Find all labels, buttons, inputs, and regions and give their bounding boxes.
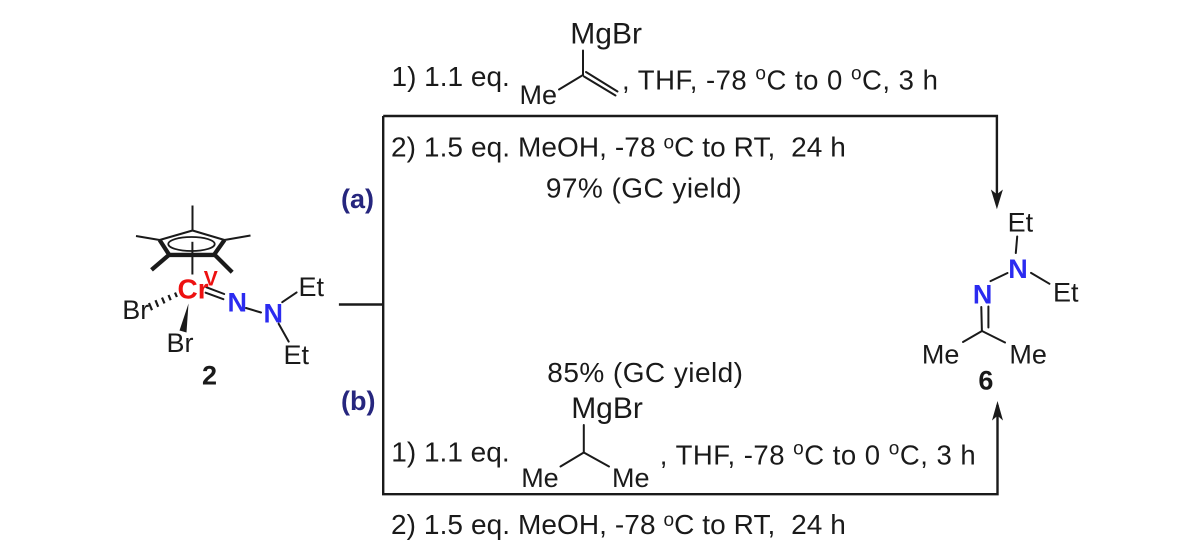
svg-text:2: 2 [202, 361, 217, 391]
svg-text:Et: Et [1008, 208, 1034, 238]
svg-text:V: V [204, 268, 218, 291]
svg-text:Me: Me [922, 340, 960, 370]
svg-text:97% (GC yield): 97% (GC yield) [546, 172, 742, 203]
svg-text:N: N [228, 288, 248, 318]
svg-text:MgBr: MgBr [571, 392, 643, 425]
svg-text:1) 1.1 eq.: 1) 1.1 eq. [391, 437, 509, 468]
svg-text:Cr: Cr [178, 274, 209, 305]
svg-text:Et: Et [299, 272, 325, 302]
svg-text:Me: Me [1009, 340, 1047, 370]
svg-text:6: 6 [978, 366, 993, 396]
svg-text:85% (GC yield): 85% (GC yield) [547, 357, 743, 388]
svg-text:1) 1.1 eq.: 1) 1.1 eq. [392, 61, 510, 92]
svg-text:Me: Me [520, 80, 558, 110]
svg-text:N: N [264, 299, 284, 329]
svg-text:Br: Br [167, 328, 194, 358]
svg-text:(b): (b) [341, 386, 375, 416]
svg-text:N: N [973, 280, 993, 310]
svg-text:Me: Me [612, 463, 650, 493]
svg-text:MgBr: MgBr [570, 18, 642, 51]
svg-text:, THF, -78 oC to 0 oC, 3 h: , THF, -78 oC to 0 oC, 3 h [660, 439, 976, 471]
svg-text:, THF, -78 oC to 0 oC, 3 h: , THF, -78 oC to 0 oC, 3 h [622, 64, 938, 96]
svg-text:Br: Br [122, 295, 149, 325]
svg-text:N: N [1008, 254, 1028, 284]
svg-text:2) 1.5 eq. MeOH, -78 oC to RT,: 2) 1.5 eq. MeOH, -78 oC to RT, 24 h [391, 509, 846, 540]
svg-text:Et: Et [1053, 278, 1079, 308]
svg-text:Et: Et [284, 340, 310, 370]
svg-text:2) 1.5 eq. MeOH, -78 oC to RT,: 2) 1.5 eq. MeOH, -78 oC to RT, 24 h [391, 132, 846, 163]
svg-text:(a): (a) [341, 184, 374, 214]
svg-text:Me: Me [521, 463, 559, 493]
